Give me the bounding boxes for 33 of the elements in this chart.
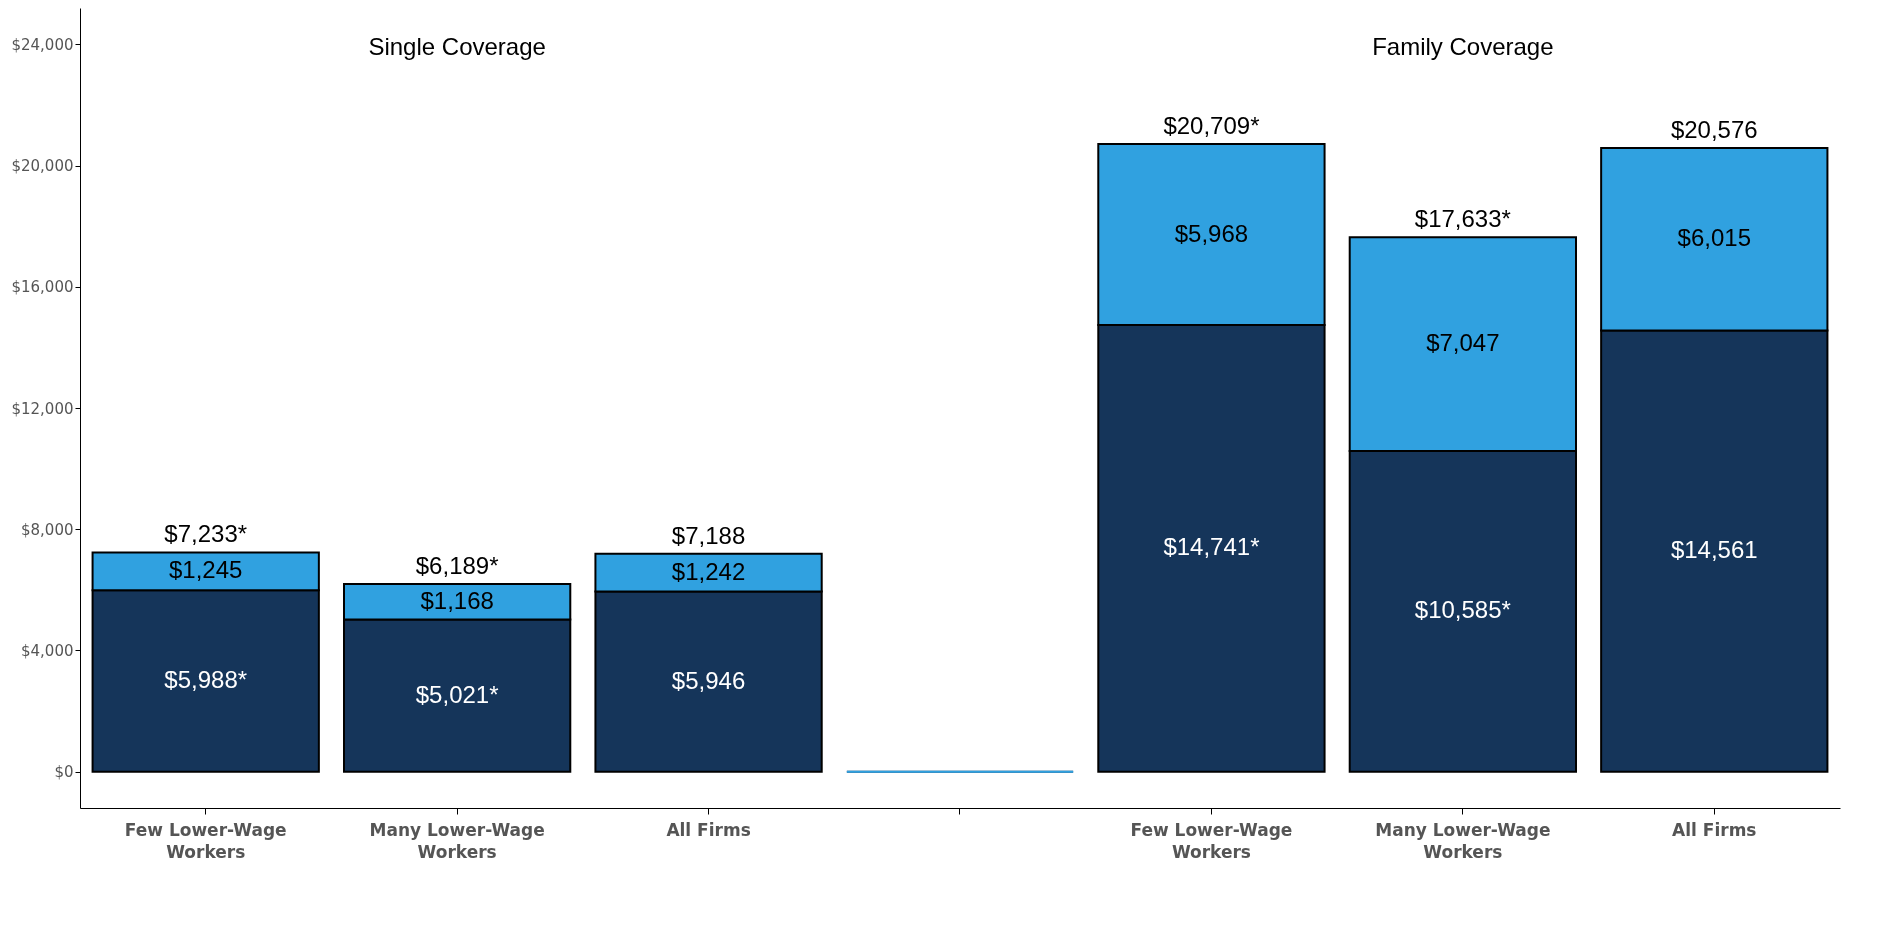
data-label: $1,168: [420, 586, 494, 614]
data-label: $1,245: [169, 556, 243, 584]
total-label: $17,633*: [1414, 205, 1511, 233]
x-tick-label: Many Lower-Wage Workers: [1375, 819, 1551, 862]
x-tick-label: Many Lower-Wage Workers: [369, 819, 545, 862]
total-label: $7,188: [671, 521, 746, 549]
data-label: $5,988*: [164, 665, 248, 693]
total-label: $20,709*: [1163, 112, 1260, 140]
y-tick-label: $8,000: [21, 520, 74, 539]
x-tick-label: All Firms: [666, 819, 751, 840]
x-tick-label: Few Lower-Wage Workers: [1130, 819, 1293, 862]
data-label: $14,561: [1670, 536, 1758, 564]
data-label: $5,968: [1174, 219, 1249, 247]
y-tick-label: $12,000: [11, 399, 74, 418]
data-label: $1,242: [671, 557, 746, 585]
y-tick-label: $16,000: [11, 278, 74, 297]
y-tick-label: $24,000: [11, 35, 74, 54]
y-tick-label: $0: [54, 763, 74, 782]
annotation: Single Coverage: [368, 33, 546, 60]
data-label: $6,015: [1677, 224, 1751, 252]
total-label: $6,189*: [415, 552, 499, 580]
data-label: $5,021*: [415, 680, 499, 708]
data-label: $5,946: [671, 666, 746, 694]
data-label: $7,047: [1426, 329, 1500, 357]
total-label: $20,576: [1670, 116, 1758, 144]
y-tick-label: $20,000: [11, 157, 74, 176]
data-label: $10,585*: [1414, 596, 1511, 624]
data-label: $14,741*: [1163, 533, 1260, 561]
x-tick-label: All Firms: [1672, 819, 1757, 840]
x-tick-label: Few Lower-Wage Workers: [124, 819, 287, 862]
annotation: Family Coverage: [1372, 33, 1554, 60]
total-label: $7,233*: [164, 520, 248, 548]
y-tick-label: $4,000: [21, 641, 74, 660]
